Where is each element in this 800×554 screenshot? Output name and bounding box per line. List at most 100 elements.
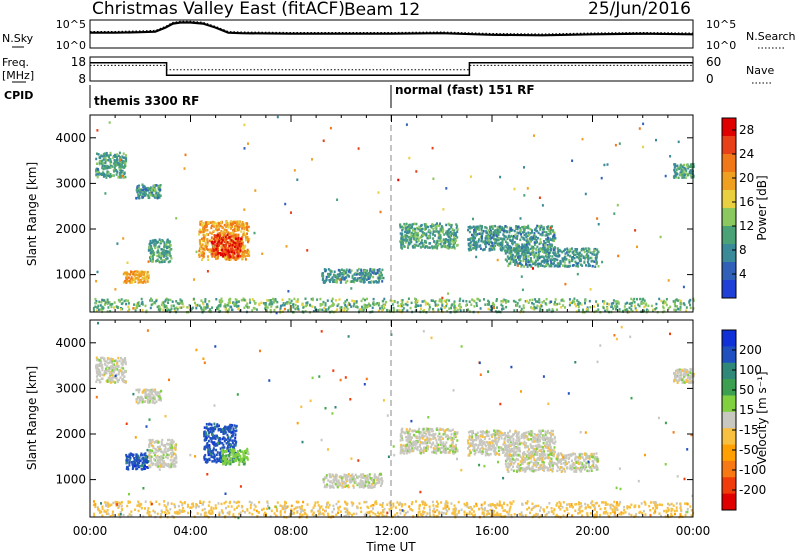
echo-cell <box>544 234 547 237</box>
echo-cell <box>500 303 503 306</box>
echo-cell <box>397 178 400 182</box>
echo-cell <box>231 250 234 253</box>
echo-cell <box>99 380 102 384</box>
echo-cell <box>440 245 443 249</box>
echo-cell <box>220 226 223 229</box>
echo-cell <box>312 310 315 313</box>
echo-cell <box>105 154 108 157</box>
echo-cell <box>173 309 176 312</box>
echo-cell <box>233 237 236 240</box>
echo-cell <box>108 378 111 382</box>
echo-cell <box>157 398 160 401</box>
echo-cell <box>597 265 600 268</box>
echo-cell <box>236 241 239 244</box>
echo-cell <box>639 297 642 301</box>
echo-cell <box>136 459 138 463</box>
echo-cell <box>150 241 153 245</box>
echo-cell <box>343 271 346 274</box>
echo-cell <box>489 227 492 230</box>
echo-cell <box>149 440 152 444</box>
echo-cell <box>465 304 468 307</box>
echo-cell <box>238 225 241 228</box>
echo-cell <box>130 276 133 279</box>
echo-cell <box>230 425 233 428</box>
echo-cell <box>101 155 104 158</box>
echo-cell <box>241 255 244 258</box>
echo-cell <box>160 240 163 243</box>
echo-cell <box>146 275 149 278</box>
echo-cell <box>510 226 513 230</box>
echo-cell <box>94 305 97 308</box>
echo-cell <box>547 225 550 228</box>
echo-cell <box>584 192 587 196</box>
echo-cell <box>160 462 163 465</box>
echo-cell <box>125 278 128 281</box>
echo-cell <box>142 459 145 462</box>
echo-cell <box>178 302 181 306</box>
echo-cell <box>236 242 239 246</box>
echo-cell <box>171 448 174 451</box>
echo-cell <box>450 246 453 249</box>
echo-cell <box>205 433 208 436</box>
echo-cell <box>435 225 438 228</box>
echo-cell <box>127 302 130 305</box>
echo-cell <box>447 228 450 231</box>
echo-cell <box>354 271 357 275</box>
echo-cell <box>102 158 105 161</box>
echo-cell <box>502 307 505 310</box>
echo-cell <box>350 287 353 290</box>
echo-cell <box>669 155 672 158</box>
echo-cell <box>655 306 658 310</box>
echo-cell <box>208 431 211 434</box>
echo-cell <box>600 176 603 180</box>
echo-cell <box>121 162 123 165</box>
echo-cell <box>636 245 638 249</box>
echo-cell <box>218 236 221 239</box>
echo-cell <box>450 223 453 227</box>
echo-cell <box>481 232 484 235</box>
echo-cell <box>422 243 425 246</box>
echo-cell <box>615 308 617 311</box>
echo-cell <box>224 431 227 434</box>
echo-cell <box>156 393 158 396</box>
echo-cell <box>147 389 150 392</box>
echo-cell <box>527 255 530 258</box>
echo-cell <box>547 253 550 257</box>
echo-cell <box>107 361 110 365</box>
echo-cell <box>133 459 136 462</box>
echo-cell <box>530 245 533 248</box>
echo-cell <box>142 196 145 199</box>
echo-cell <box>310 297 313 301</box>
echo-cell <box>543 299 545 303</box>
echo-cell <box>226 252 229 256</box>
echo-cell <box>97 153 100 156</box>
echo-cell <box>360 269 363 272</box>
echo-cell <box>439 234 442 237</box>
echo-cell <box>373 270 376 273</box>
echo-cell <box>677 140 680 144</box>
echo-cell <box>421 227 424 231</box>
echo-cell <box>159 450 162 453</box>
echo-cell <box>541 231 544 234</box>
echo-cell <box>231 441 234 445</box>
echo-cell <box>111 358 114 361</box>
echo-cell <box>227 425 230 428</box>
echo-cell <box>166 257 169 260</box>
echo-cell <box>221 237 224 240</box>
echo-cell <box>241 253 244 256</box>
echo-cell <box>289 301 292 305</box>
echo-cell <box>433 300 436 304</box>
echo-cell <box>332 304 334 307</box>
echo-cell <box>472 217 474 221</box>
echo-cell <box>503 227 505 230</box>
echo-cell <box>124 361 127 364</box>
echo-cell <box>140 273 143 276</box>
echo-cell <box>133 274 136 277</box>
echo-cell <box>531 301 534 305</box>
echo-cell <box>659 235 662 239</box>
echo-cell <box>144 400 147 403</box>
echo-cell <box>243 298 246 302</box>
echo-cell <box>236 223 238 226</box>
echo-cell <box>224 235 227 239</box>
